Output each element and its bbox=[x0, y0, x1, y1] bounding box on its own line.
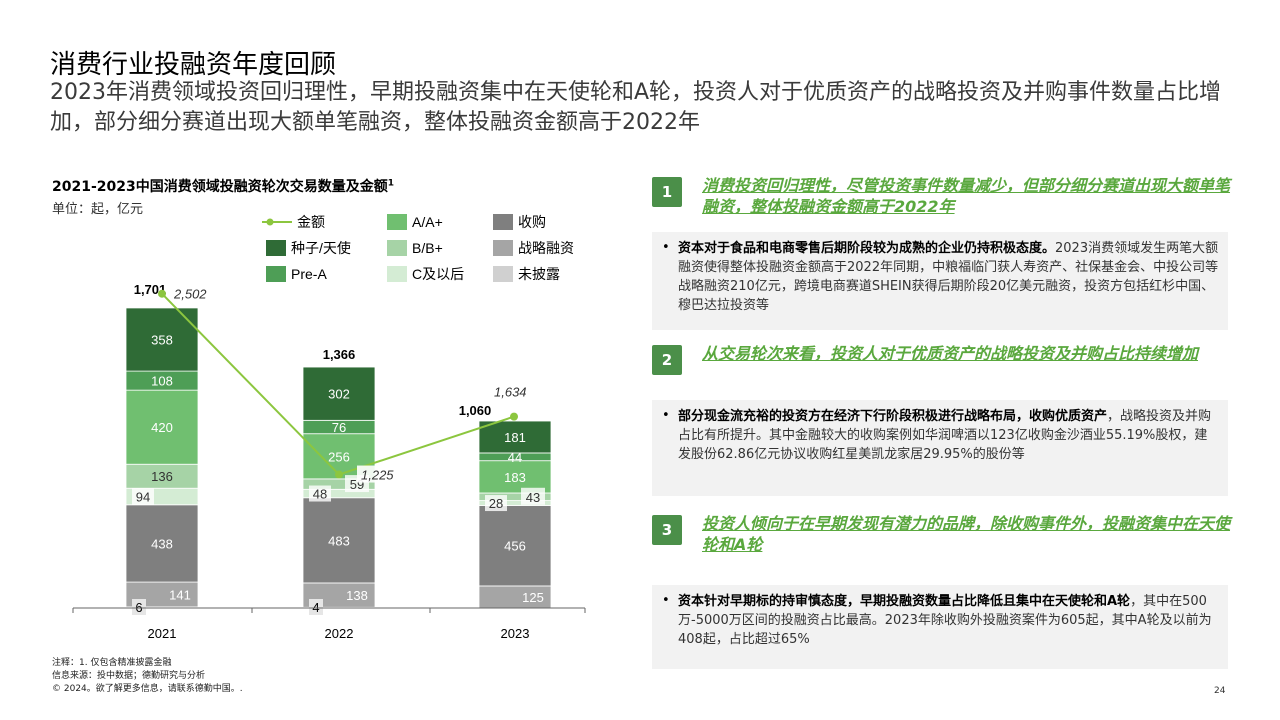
legend-label: 未披露 bbox=[518, 266, 560, 282]
bar-value-label: 358 bbox=[151, 333, 173, 348]
legend-marker-amount bbox=[266, 218, 274, 226]
point-3-body: 资本针对早期标的持审慎态度，早期投融资数量占比降低且集中在天使轮和A轮，其中在5… bbox=[652, 585, 1228, 669]
footnote-copyright: © 2024。欲了解更多信息，请联系德勤中国。. bbox=[52, 684, 243, 694]
legend-label: 金额 bbox=[297, 214, 325, 230]
footnote-note: 注释：1. 仅包含精准披露金融 bbox=[52, 658, 172, 668]
x-tick-label: 2022 bbox=[325, 626, 354, 641]
point-3-heading: 投资人倾向于在早期发现有潜力的品牌，除收购事件外，投融资集中在天使轮和A轮 bbox=[702, 514, 1231, 554]
value-label-box bbox=[132, 488, 154, 505]
point-3-lead: 资本针对早期标的持审慎态度，早期投融资数量占比降低且集中在天使轮和A轮 bbox=[678, 594, 1131, 609]
bar-value-label: 420 bbox=[151, 420, 173, 435]
value-label-box bbox=[309, 485, 331, 502]
bar-value-label: 48 bbox=[313, 487, 327, 502]
bar-segment bbox=[302, 366, 376, 421]
page-title: 消费行业投融资年度回顾 bbox=[50, 50, 337, 80]
bar-value-label: 28 bbox=[489, 496, 503, 511]
point-3-number: 3 bbox=[652, 515, 682, 545]
point-1-body: 资本对于食品和电商零售后期阶段较为成熟的企业仍持积极态度。2023消费领域发生两… bbox=[652, 232, 1228, 330]
x-tick-label: 2021 bbox=[148, 626, 177, 641]
point-2-heading: 从交易轮次来看，投资人对于优质资产的战略投资及并购占比持续增加 bbox=[702, 344, 1199, 363]
legend-label: A/A+ bbox=[412, 214, 443, 230]
legend-swatch bbox=[266, 240, 286, 256]
point-2-text: ，战略投资及并购占比有所提升。其中金融较大的收购案例如华润啤酒以123亿收购金沙… bbox=[678, 409, 1212, 462]
legend-label: B/B+ bbox=[412, 240, 443, 256]
amount-value-label: 2,502 bbox=[173, 287, 207, 302]
point-1-heading: 消费投资回归理性，尽管投资事件数量减少，但部分细分赛道出现大额单笔融资，整体投融… bbox=[702, 176, 1231, 216]
footnote-source: 信息来源：投中数据；德勤研究与分析 bbox=[52, 671, 206, 681]
bar-value-label: 256 bbox=[328, 449, 350, 464]
bar-value-label: 438 bbox=[151, 536, 173, 551]
point-2-number: 2 bbox=[652, 345, 682, 375]
bar-segment bbox=[478, 420, 552, 454]
bar-value-label: 125 bbox=[522, 590, 544, 605]
bar-segment bbox=[478, 505, 552, 587]
bar-value-label: 181 bbox=[504, 430, 526, 445]
value-label-box bbox=[309, 599, 323, 615]
bar-segment bbox=[478, 460, 552, 494]
bar-value-label: 302 bbox=[328, 387, 350, 402]
chart-title-text: 2021-2023中国消费领域投融资轮次交易数量及金额 bbox=[52, 179, 388, 195]
page-subtitle: 2023年消费领域投资回归理性，早期投融资集中在天使轮和A轮，投资人对于优质资产… bbox=[50, 80, 1222, 135]
bar-value-label: 94 bbox=[136, 490, 150, 505]
amount-value-label: 1,634 bbox=[494, 385, 527, 400]
point-2-body: 部分现金流充裕的投资方在经济下行阶段积极进行战略布局，收购优质资产，战略投资及并… bbox=[652, 400, 1228, 496]
legend-swatch bbox=[387, 214, 407, 230]
bar-value-label: 136 bbox=[151, 469, 173, 484]
bar-value-label: 108 bbox=[151, 374, 173, 389]
bar-total-label: 1,366 bbox=[323, 347, 356, 362]
legend-swatch bbox=[266, 266, 286, 282]
point-1-text: 2023消费领域发生两笔大额融资使得整体投融资金额高于2022年同期，中粮福临门… bbox=[678, 241, 1219, 313]
bar-total-label: 1,060 bbox=[459, 403, 492, 418]
x-tick-label: 2023 bbox=[501, 626, 530, 641]
value-label-box bbox=[485, 495, 507, 512]
stacked-bar-chart: 金额种子/天使Pre-AA/A+B/B+C及以后收购战略融资未披露6141438… bbox=[72, 214, 586, 641]
point-3-text: ，其中在500万-5000万区间的投融资占比最高。2023年除收购外投融资案件为… bbox=[678, 594, 1212, 647]
legend-label: 收购 bbox=[518, 214, 546, 230]
chart-title-superscript: 1 bbox=[387, 178, 395, 189]
amount-value-label: 1,225 bbox=[361, 468, 394, 483]
point-2-lead: 部分现金流充裕的投资方在经济下行阶段积极进行战略布局，收购优质资产 bbox=[678, 409, 1108, 424]
bar-value-label: 76 bbox=[332, 420, 346, 435]
footnotes: 注释：1. 仅包含精准披露金融 信息来源：投中数据；德勤研究与分析 © 2024… bbox=[52, 657, 243, 696]
value-label-box bbox=[132, 599, 146, 615]
legend-swatch bbox=[387, 266, 407, 282]
point-1-number: 1 bbox=[652, 177, 682, 207]
amount-point bbox=[335, 470, 343, 479]
bar-value-label: 43 bbox=[526, 490, 540, 505]
chart-unit: 单位：起，亿元 bbox=[52, 202, 144, 217]
bar-value-label: 183 bbox=[504, 470, 526, 485]
bar-value-label: 44 bbox=[508, 450, 522, 465]
bar-segment bbox=[302, 497, 376, 584]
legend-swatch bbox=[493, 266, 513, 282]
value-label-box bbox=[357, 465, 401, 483]
legend-label: 种子/天使 bbox=[291, 240, 351, 256]
legend-swatch bbox=[493, 214, 513, 230]
bar-value-label: 483 bbox=[328, 533, 350, 548]
legend-label: 战略融资 bbox=[518, 240, 574, 256]
legend-swatch bbox=[387, 240, 407, 256]
chart-title: 2021-2023中国消费领域投融资轮次交易数量及金额1 bbox=[52, 176, 394, 196]
bar-value-label: 456 bbox=[504, 539, 526, 554]
legend-label: C及以后 bbox=[412, 266, 464, 282]
bar-value-label: 141 bbox=[169, 588, 191, 603]
value-label-box bbox=[521, 487, 545, 505]
amount-point bbox=[158, 289, 166, 298]
legend-label: Pre-A bbox=[291, 266, 327, 282]
point-1-lead: 资本对于食品和电商零售后期阶段较为成熟的企业仍持积极态度。 bbox=[678, 241, 1056, 256]
bar-value-label: 138 bbox=[346, 588, 368, 603]
amount-point bbox=[510, 412, 518, 421]
legend-swatch bbox=[493, 240, 513, 256]
page-number: 24 bbox=[1214, 686, 1226, 696]
